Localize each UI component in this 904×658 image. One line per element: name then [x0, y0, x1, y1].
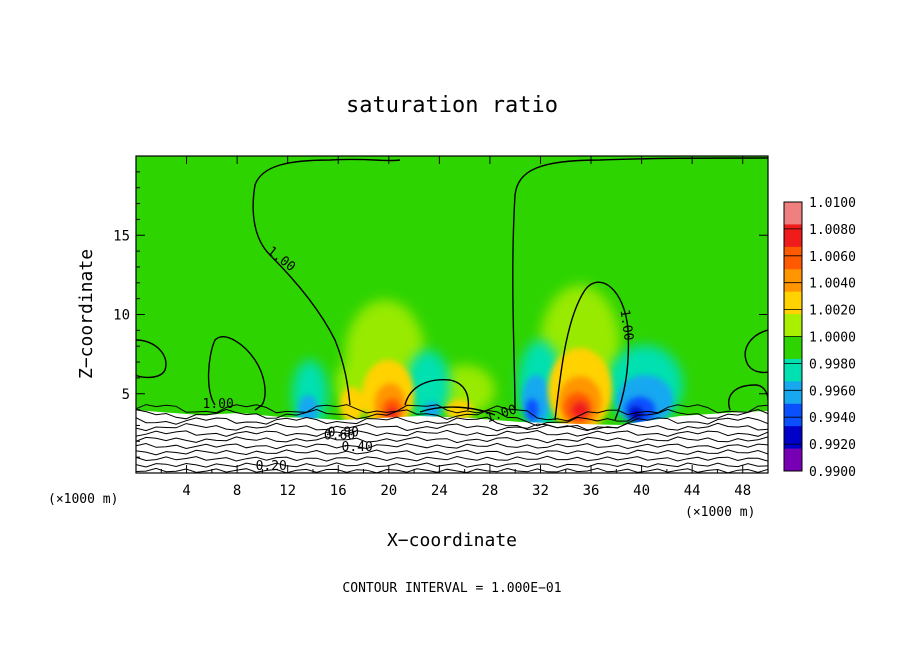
colorbar-swatch — [784, 291, 802, 315]
contour-lines-1-00 — [136, 157, 768, 421]
x-tick-label: 36 — [583, 483, 600, 499]
colorbar-swatch — [784, 358, 802, 382]
surface-contour-line — [136, 436, 768, 444]
colorbar-label: 0.9920 — [809, 438, 856, 453]
y-tick-label: 10 — [113, 308, 130, 324]
contour-1-00-center-right — [404, 157, 768, 411]
x-tick-label: 8 — [233, 483, 241, 499]
colorbar-swatch — [784, 314, 802, 337]
x-tick-label: 28 — [481, 483, 498, 499]
surface-contour-line — [136, 416, 768, 431]
surface-contours — [136, 404, 768, 473]
surface-contour-line — [136, 429, 768, 437]
x-tick-label: 12 — [279, 483, 296, 499]
colorbar-label: 0.9940 — [809, 411, 856, 426]
colorbar-swatch — [784, 426, 802, 450]
contour-1-00-right-plume — [554, 281, 630, 421]
colorbar-swatch — [784, 336, 802, 360]
surface-contour-line — [136, 442, 768, 450]
surface-contour-line — [136, 404, 768, 422]
colorbar-swatch — [784, 381, 802, 405]
colorbar-label: 0.9960 — [809, 384, 856, 399]
x-tick-label: 20 — [380, 483, 397, 499]
colorbar-label: 1.0060 — [809, 250, 856, 265]
colorbar-label: 0.9900 — [809, 465, 856, 480]
colorbar-label: 1.0080 — [809, 223, 856, 238]
contour-1-00-left-tower — [136, 339, 167, 379]
dry-zone-2 — [406, 350, 450, 420]
contour-1-00-far-right — [728, 329, 768, 411]
x-tick-label: 24 — [431, 483, 448, 499]
colorbar-label: 0.9980 — [809, 357, 856, 372]
chart-title: saturation ratio — [346, 93, 558, 118]
moist-core-2 — [571, 401, 589, 419]
y-axis-ticks: 5 10 15 — [113, 171, 768, 458]
x-tick-label: 4 — [182, 483, 190, 499]
x-tick-label: 40 — [633, 483, 650, 499]
plot-area: 1.001.001.001.000.800.600.400.20 — [136, 156, 768, 474]
x-tick-label: 44 — [684, 483, 701, 499]
surface-contour-line — [136, 408, 768, 427]
surface-contour-line — [136, 449, 768, 456]
colorbar-label: 1.0040 — [809, 277, 856, 292]
contour-label: 0.80 — [328, 426, 359, 441]
colorbar-swatch — [784, 246, 802, 270]
colorbar-swatch — [784, 202, 802, 225]
colorbar-swatch — [784, 224, 802, 248]
x-axis-title: X−coordinate — [387, 530, 517, 551]
contour-1-00-tall-plume — [207, 158, 401, 411]
surface-layer — [136, 410, 768, 473]
colorbar-label: 1.0020 — [809, 304, 856, 319]
dry-core-1 — [298, 395, 318, 425]
contour-label: 1.00 — [203, 397, 234, 412]
colorbar-swatch — [784, 269, 802, 293]
surface-contour-line — [136, 462, 768, 468]
contour-label: 0.20 — [256, 459, 287, 474]
colorbar-swatch — [784, 448, 802, 472]
colorbar-swatch — [784, 403, 802, 427]
x-unit-right: (×1000 m) — [685, 505, 755, 520]
y-axis-title: Z−coordinate — [76, 249, 97, 379]
y-tick-label: 15 — [113, 228, 130, 244]
surface-contour-line — [136, 467, 768, 473]
x-tick-label: 32 — [532, 483, 549, 499]
dry-core-4 — [525, 398, 539, 422]
colorbar-label: 1.0100 — [809, 196, 856, 211]
colorbar: 1.0100 1.0080 1.0060 1.0040 1.0020 1.0000 0.99… — [783, 196, 856, 480]
x-tick-label: 16 — [330, 483, 347, 499]
contour-1-00-near-surface — [419, 406, 496, 416]
moist-zone-4 — [446, 400, 474, 420]
surface-contour-line — [136, 422, 768, 432]
contour-interval-note: CONTOUR INTERVAL = 1.000E−01 — [342, 581, 561, 596]
x-unit-left: (×1000 m) — [48, 492, 118, 507]
y-tick-label: 5 — [122, 387, 130, 403]
contour-label: 0.40 — [342, 440, 373, 455]
contour-label: 0.60 — [324, 429, 355, 444]
x-tick-label: 48 — [734, 483, 751, 499]
contour-label: 1.00 — [617, 309, 636, 342]
x-axis-ticks: 4 8 12 16 20 24 28 32 36 40 44 48 — [160, 156, 751, 499]
field-anomalies — [292, 285, 683, 432]
surface-contour-line — [136, 455, 768, 462]
colorbar-label: 1.0000 — [809, 331, 856, 346]
